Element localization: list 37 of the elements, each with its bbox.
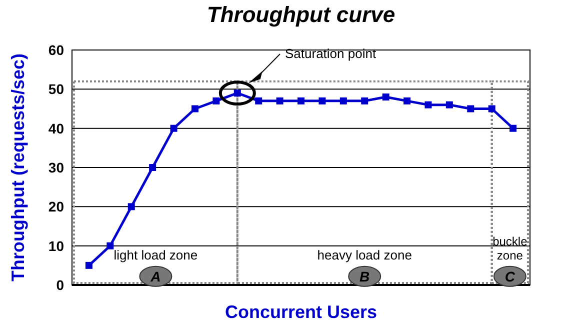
point bbox=[106, 242, 114, 250]
point bbox=[467, 105, 474, 112]
point bbox=[212, 97, 220, 104]
point bbox=[255, 97, 262, 104]
point bbox=[170, 124, 178, 132]
point bbox=[404, 97, 411, 104]
point bbox=[510, 124, 517, 132]
y-tick-label: 50 bbox=[48, 81, 64, 98]
annotation: heavy load zone bbox=[317, 248, 412, 263]
point bbox=[361, 97, 368, 104]
point bbox=[488, 105, 496, 112]
annotation: Saturation point bbox=[285, 46, 376, 61]
point bbox=[318, 97, 326, 104]
y-axis-title: Throughput (requests/sec) bbox=[8, 53, 28, 282]
point bbox=[128, 203, 135, 210]
point bbox=[85, 262, 92, 269]
point bbox=[446, 101, 453, 108]
point bbox=[149, 164, 156, 171]
annotation: B bbox=[360, 268, 370, 284]
chart-title: Throughput curve bbox=[206, 2, 396, 27]
point bbox=[298, 97, 304, 104]
y-tick-label: 10 bbox=[48, 238, 64, 254]
annotation: A bbox=[150, 268, 161, 284]
y-tick-label: 40 bbox=[48, 120, 64, 136]
y-tick-label: 30 bbox=[48, 160, 64, 176]
y-tick-label: 0 bbox=[56, 277, 64, 293]
annotation: buckle zone bbox=[492, 234, 528, 263]
annotation: light load zone bbox=[114, 248, 198, 263]
point bbox=[340, 97, 347, 104]
point bbox=[424, 101, 432, 108]
point bbox=[382, 94, 390, 100]
x-axis-title: Concurrent Users bbox=[224, 302, 378, 322]
y-tick-label: 20 bbox=[48, 198, 64, 215]
point bbox=[276, 97, 284, 104]
annotation: C bbox=[504, 268, 516, 284]
y-tick-label: 60 bbox=[48, 42, 64, 58]
point bbox=[191, 105, 198, 112]
